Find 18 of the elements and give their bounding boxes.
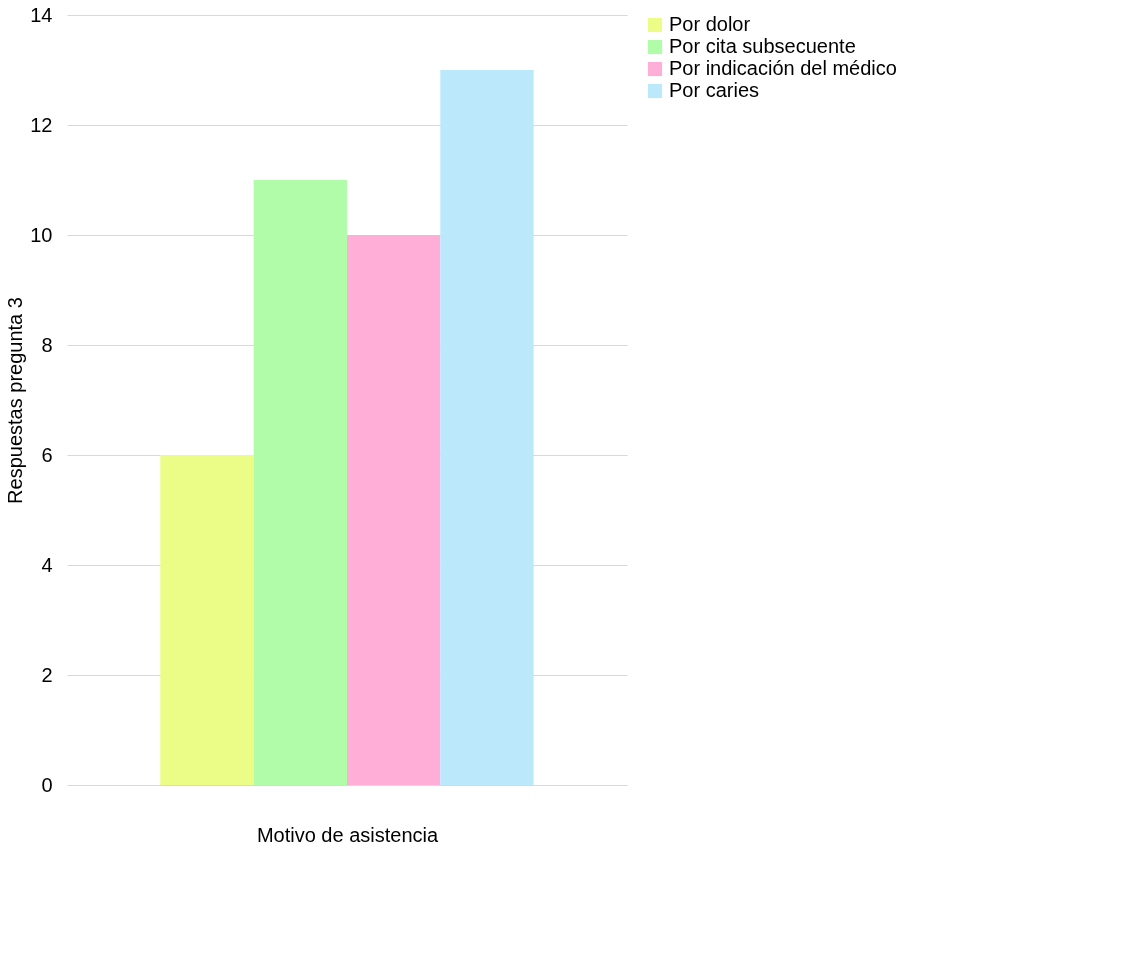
bar (253, 180, 347, 785)
bar (440, 70, 534, 785)
legend-label: Por dolor (669, 13, 751, 35)
y-tick-label: 12 (30, 113, 53, 136)
y-tick-label: 4 (41, 553, 53, 576)
y-tick-label: 0 (41, 773, 53, 796)
y-tick-label: 8 (41, 333, 53, 356)
legend-label: Por indicación del médico (669, 57, 897, 79)
bar (347, 235, 441, 785)
y-tick-label: 6 (41, 443, 53, 466)
bar (160, 455, 254, 785)
x-axis-title: Motivo de asistencia (256, 823, 439, 846)
y-tick-label: 14 (30, 3, 53, 26)
y-tick-label: 10 (30, 223, 53, 246)
legend-label: Por cita subsecuente (669, 35, 856, 57)
y-tick-label: 2 (41, 663, 53, 686)
y-axis-title: Respuestas pregunta 3 (4, 297, 27, 504)
legend-label: Por caries (669, 79, 760, 101)
